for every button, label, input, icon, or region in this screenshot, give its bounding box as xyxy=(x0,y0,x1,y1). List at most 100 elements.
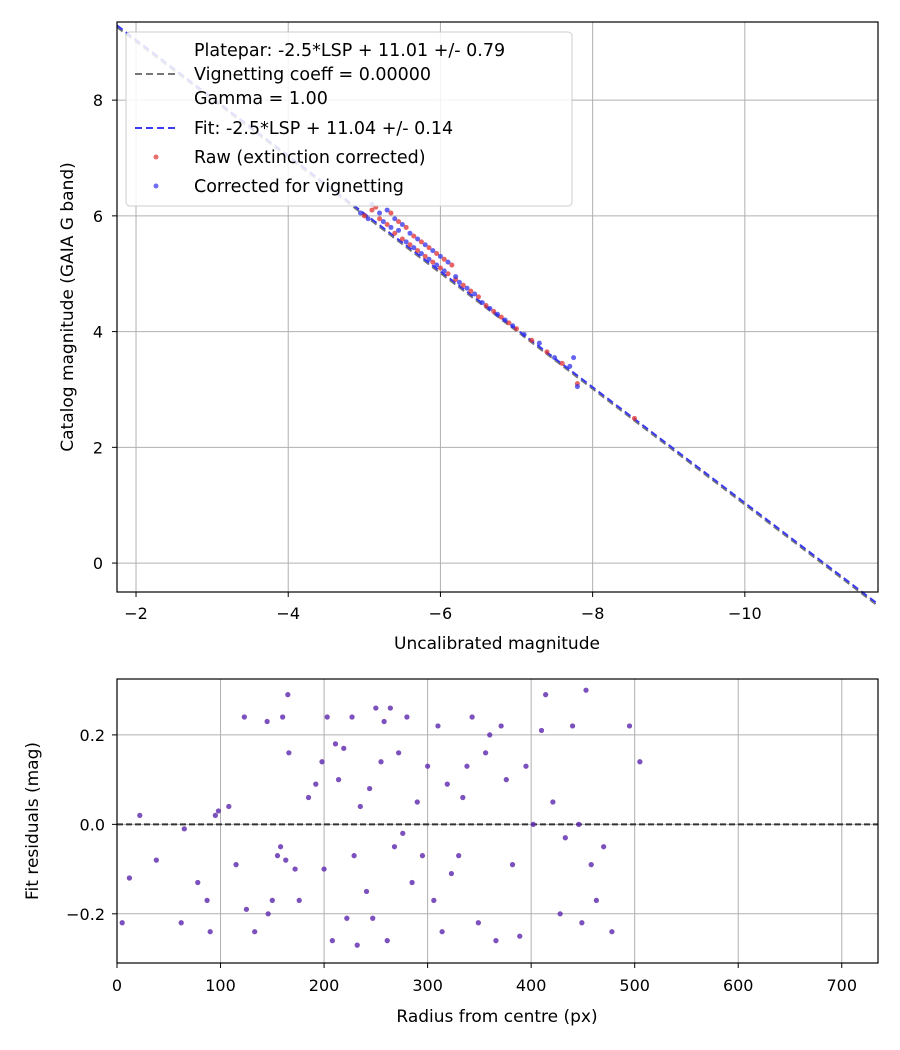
bottom-x-tick-label: 100 xyxy=(205,976,236,995)
corrected-point xyxy=(536,340,542,346)
residual-corrected-point xyxy=(588,862,594,868)
residual-corrected-point xyxy=(444,781,450,787)
residual-corrected-point xyxy=(482,750,489,756)
residual-corrected-point xyxy=(324,714,330,720)
legend-raw-text: Raw (extinction corrected) xyxy=(194,148,426,168)
raw-point xyxy=(411,233,417,239)
bottom-y-tick-label: 0.0 xyxy=(80,815,105,834)
residual-corrected-point xyxy=(264,718,270,725)
residual-corrected-point xyxy=(475,920,481,926)
raw-point xyxy=(468,288,474,294)
residual-corrected-point xyxy=(609,929,615,935)
corrected-point xyxy=(418,250,424,256)
residual-corrected-point xyxy=(329,938,335,944)
bottom-x-axis-label: Radius from centre (px) xyxy=(396,1007,597,1027)
residual-corrected-point xyxy=(269,897,275,903)
residual-corrected-point xyxy=(498,723,504,729)
residual-corrected-point xyxy=(637,759,643,765)
residual-corrected-point xyxy=(363,888,370,895)
corrected-point xyxy=(487,305,493,311)
residual-corrected-point xyxy=(593,897,599,903)
residual-corrected-point xyxy=(349,714,355,720)
residual-corrected-point xyxy=(351,853,357,859)
raw-point xyxy=(491,308,497,314)
residual-corrected-point xyxy=(296,897,302,903)
bottom-ticks: 0 100 200 300 400 500 600 700 −0.2 0.0 0.2 xyxy=(66,726,857,995)
raw-point xyxy=(396,219,402,225)
bottom-y-tick-label: −0.2 xyxy=(66,905,105,924)
residual-corrected-point xyxy=(280,714,286,720)
raw-point xyxy=(498,314,504,320)
residual-corrected-point xyxy=(241,714,247,720)
raw-point xyxy=(434,250,440,256)
top-ticks: −2 −4 −6 −8 −10 0 2 4 6 8 xyxy=(93,91,762,623)
residual-corrected-point xyxy=(493,938,499,944)
corrected-point xyxy=(502,317,508,323)
raw-point xyxy=(384,222,390,228)
corrected-point xyxy=(456,279,462,285)
residuals-plot: 0 100 200 300 400 500 600 700 −0.2 0.0 0.2 Radius … xyxy=(23,678,879,1027)
raw-point xyxy=(514,326,520,332)
residual-corrected-point xyxy=(464,763,470,769)
raw-point xyxy=(377,216,383,222)
raw-point xyxy=(529,337,535,343)
raw-point xyxy=(559,360,565,366)
bottom-scatter-points xyxy=(119,687,643,948)
raw-point xyxy=(369,207,375,213)
residual-corrected-point xyxy=(274,853,281,859)
residual-corrected-point xyxy=(212,812,218,819)
legend-corrected-marker xyxy=(153,183,159,189)
residual-corrected-point xyxy=(354,942,360,948)
residual-corrected-point xyxy=(178,920,184,926)
residual-corrected-point xyxy=(530,821,536,827)
corrected-point xyxy=(434,262,440,268)
residual-corrected-point xyxy=(204,897,210,903)
bottom-x-tick-label: 400 xyxy=(516,976,547,995)
raw-point xyxy=(399,236,405,242)
residual-corrected-point xyxy=(357,803,363,810)
residual-corrected-point xyxy=(119,920,125,926)
corrected-point xyxy=(388,224,394,230)
residual-corrected-point xyxy=(313,781,319,787)
corrected-point xyxy=(396,227,402,233)
corrected-point xyxy=(426,256,432,262)
corrected-point xyxy=(358,210,364,216)
corrected-point xyxy=(407,230,413,236)
legend-corrected-text: Corrected for vignetting xyxy=(194,177,404,197)
residual-corrected-point xyxy=(460,794,466,801)
residual-corrected-point xyxy=(341,745,347,751)
residual-corrected-point xyxy=(439,929,445,935)
raw-point xyxy=(418,239,424,245)
corrected-point xyxy=(495,311,500,317)
residual-corrected-point xyxy=(277,844,284,850)
top-scatter-points xyxy=(358,201,637,421)
corrected-point xyxy=(521,331,527,337)
legend-platepar-text-2: Vignetting coeff = 0.00000 xyxy=(194,65,431,85)
residual-corrected-point xyxy=(409,879,415,886)
residual-corrected-point xyxy=(335,777,342,783)
residual-corrected-point xyxy=(469,714,475,720)
residual-corrected-point xyxy=(137,812,143,819)
residual-corrected-point xyxy=(181,826,187,832)
legend-platepar-text-1: Platepar: -2.5*LSP + 11.01 +/- 0.79 xyxy=(194,41,505,61)
raw-point xyxy=(361,213,367,219)
raw-point xyxy=(475,294,481,300)
corrected-point xyxy=(441,268,447,274)
residual-corrected-point xyxy=(487,732,493,738)
corrected-point xyxy=(571,355,577,361)
bottom-x-tick-label: 0 xyxy=(112,976,122,995)
residual-corrected-point xyxy=(448,870,455,877)
residual-corrected-point xyxy=(373,705,379,711)
bottom-y-axis-label: Fit residuals (mag) xyxy=(23,742,43,900)
top-x-tick-label: −4 xyxy=(276,604,300,623)
corrected-point xyxy=(472,291,478,297)
residual-corrected-point xyxy=(400,830,406,836)
residual-corrected-point xyxy=(523,763,529,769)
corrected-point xyxy=(403,239,409,245)
corrected-point xyxy=(574,384,580,390)
top-x-axis-label: Uncalibrated magnitude xyxy=(394,634,600,654)
top-y-tick-label: 2 xyxy=(93,438,103,457)
raw-point xyxy=(483,303,489,309)
